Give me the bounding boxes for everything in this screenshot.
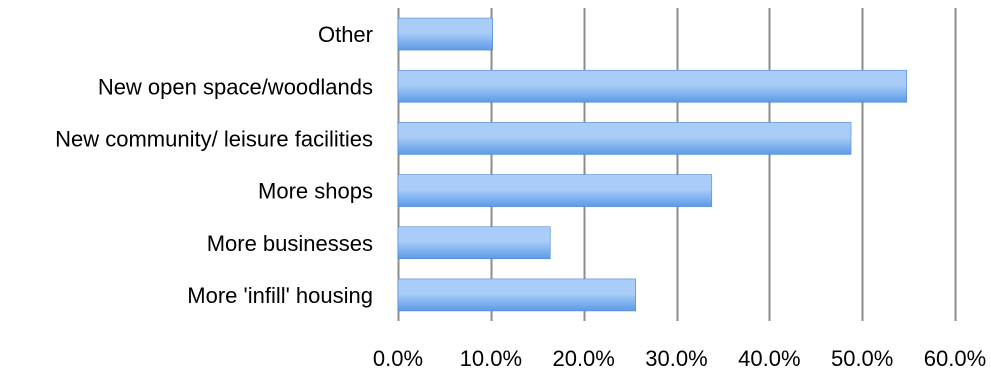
bar-1 (397, 69, 908, 103)
bars (397, 17, 908, 312)
category-label-2: New community/ leisure facilities (55, 126, 373, 151)
x-tick-label-3: 30.0% (645, 346, 707, 371)
category-label-1: New open space/woodlands (98, 74, 373, 99)
x-tick-label-5: 50.0% (831, 346, 893, 371)
category-label-5: More 'infill' housing (187, 283, 373, 308)
bar-4 (397, 226, 551, 260)
x-tick-label-4: 40.0% (738, 346, 800, 371)
x-tick-label-1: 10.0% (460, 346, 522, 371)
bar-2 (397, 122, 852, 155)
category-label-3: More shops (258, 179, 373, 204)
x-tick-label-6: 60.0% (924, 346, 986, 371)
category-label-0: Other (318, 22, 373, 47)
category-label-4: More businesses (207, 231, 373, 256)
x-tick-labels: 0.0% 10.0% 20.0% 30.0% 40.0% 50.0% 60.0% (373, 346, 986, 371)
category-labels: Other New open space/woodlands New communi… (55, 22, 373, 308)
gridlines (397, 8, 957, 321)
x-tick-label-2: 20.0% (552, 346, 614, 371)
bar-5 (397, 278, 636, 312)
bar-3 (397, 174, 713, 207)
bar-0 (397, 17, 493, 51)
x-tick-label-0: 0.0% (373, 346, 423, 371)
